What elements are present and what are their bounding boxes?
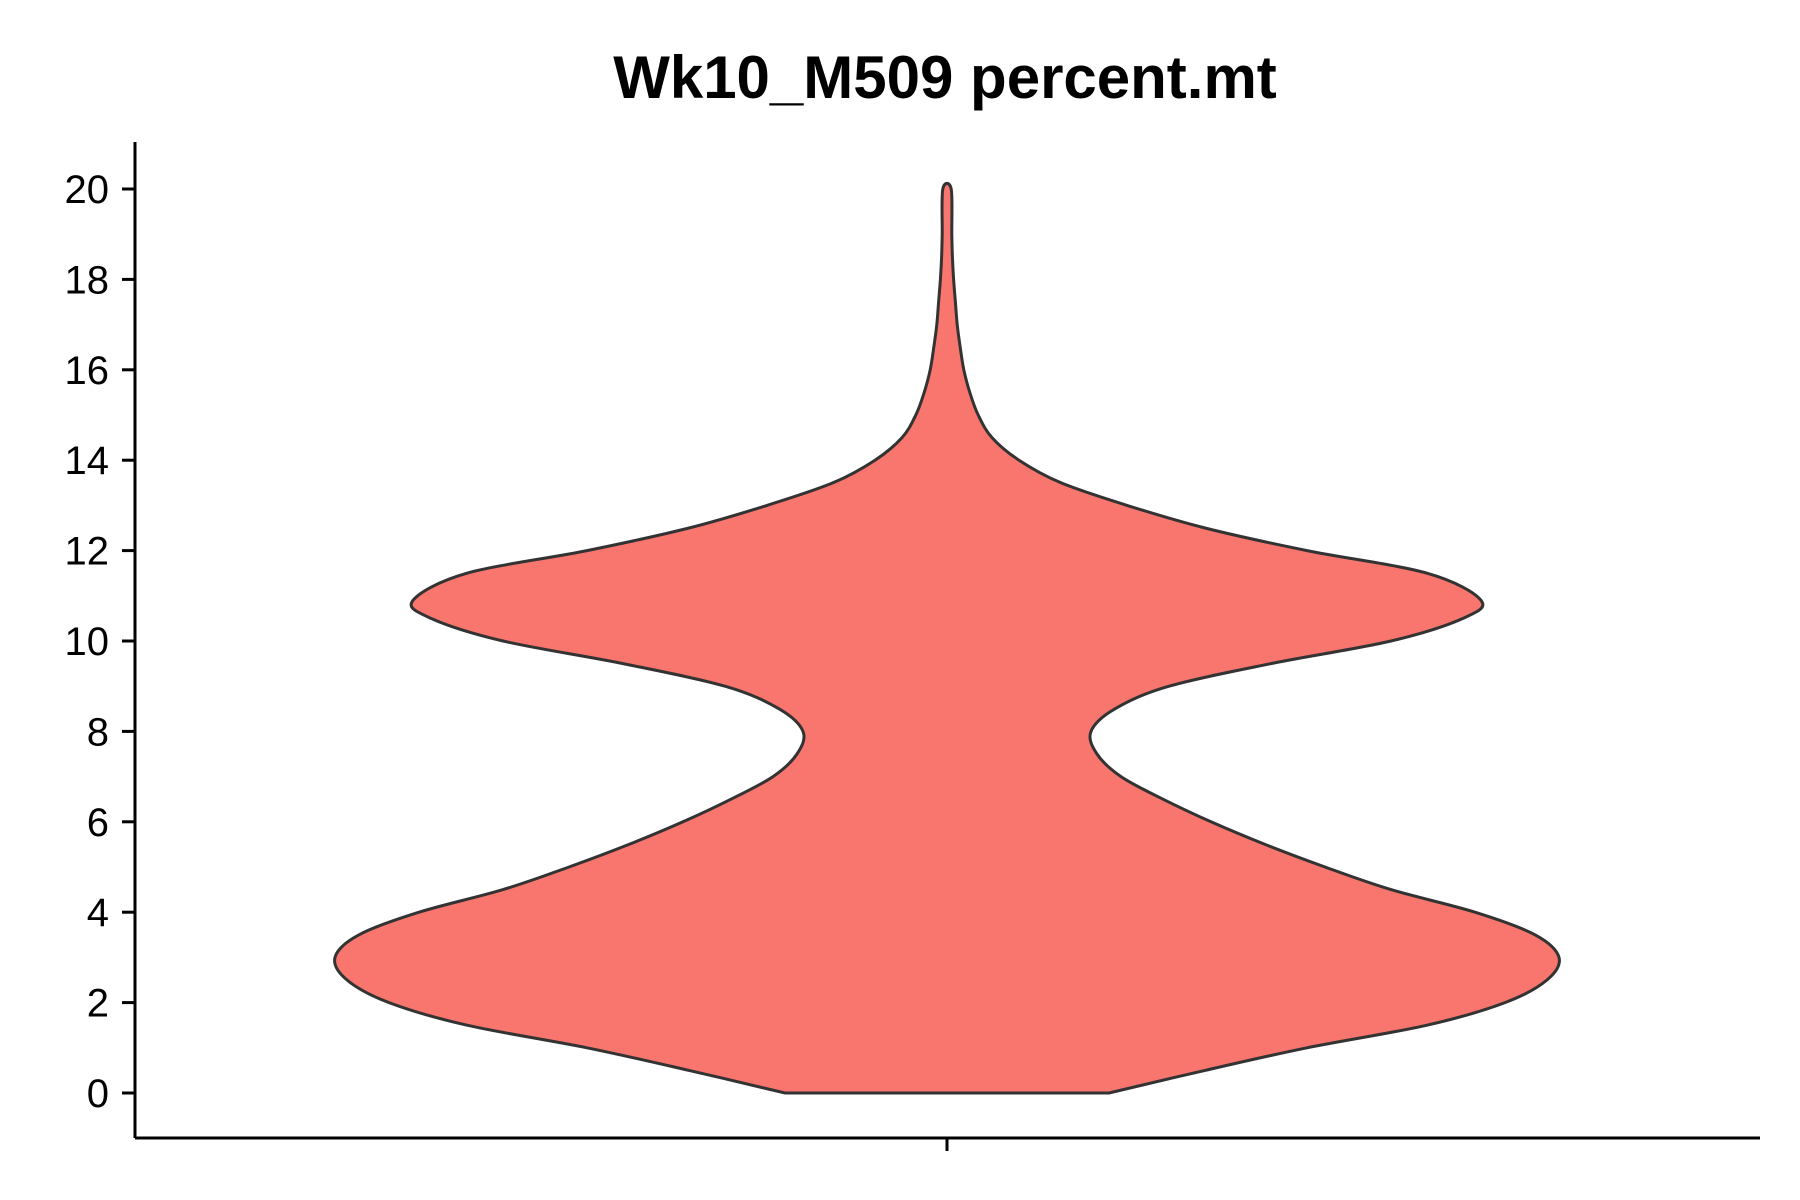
- y-tick-label: 20: [65, 168, 110, 212]
- y-tick-label: 10: [65, 620, 110, 664]
- y-tick-label: 18: [65, 258, 110, 302]
- y-tick-label: 2: [87, 982, 109, 1026]
- y-tick-label: 0: [87, 1072, 109, 1116]
- plot-area: 0 2 4 6 8 10 12 14 16 18 20: [65, 142, 1760, 1151]
- y-tick-label: 8: [87, 710, 109, 754]
- y-tick-label: 14: [65, 439, 110, 483]
- y-tick-label: 4: [87, 891, 109, 935]
- y-tick-label: 12: [65, 530, 110, 574]
- y-tick-label: 6: [87, 801, 109, 845]
- violin-shape: [333, 181, 1561, 1095]
- chart-title: Wk10_M509 percent.mt: [613, 44, 1277, 111]
- y-tick-label: 16: [65, 349, 110, 393]
